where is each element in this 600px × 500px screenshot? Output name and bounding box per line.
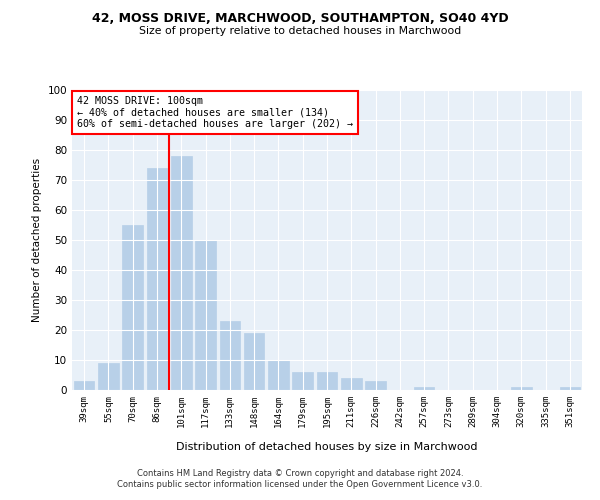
Bar [365, 381, 386, 390]
Bar [122, 225, 143, 390]
Bar [74, 381, 94, 390]
Bar [317, 372, 337, 390]
Text: 42 MOSS DRIVE: 100sqm
← 40% of detached houses are smaller (134)
60% of semi-det: 42 MOSS DRIVE: 100sqm ← 40% of detached … [77, 96, 353, 129]
Text: 42, MOSS DRIVE, MARCHWOOD, SOUTHAMPTON, SO40 4YD: 42, MOSS DRIVE, MARCHWOOD, SOUTHAMPTON, … [92, 12, 508, 26]
Text: Size of property relative to detached houses in Marchwood: Size of property relative to detached ho… [139, 26, 461, 36]
Text: Distribution of detached houses by size in Marchwood: Distribution of detached houses by size … [176, 442, 478, 452]
Bar [560, 387, 580, 390]
Bar [195, 240, 216, 390]
Bar [244, 333, 265, 390]
Bar [511, 387, 532, 390]
Bar [414, 387, 434, 390]
Bar [171, 156, 191, 390]
Text: Contains public sector information licensed under the Open Government Licence v3: Contains public sector information licen… [118, 480, 482, 489]
Bar [341, 378, 362, 390]
Text: Contains HM Land Registry data © Crown copyright and database right 2024.: Contains HM Land Registry data © Crown c… [137, 468, 463, 477]
Bar [268, 360, 289, 390]
Bar [292, 372, 313, 390]
Bar [98, 363, 119, 390]
Bar [146, 168, 167, 390]
Y-axis label: Number of detached properties: Number of detached properties [32, 158, 42, 322]
Bar [220, 321, 240, 390]
